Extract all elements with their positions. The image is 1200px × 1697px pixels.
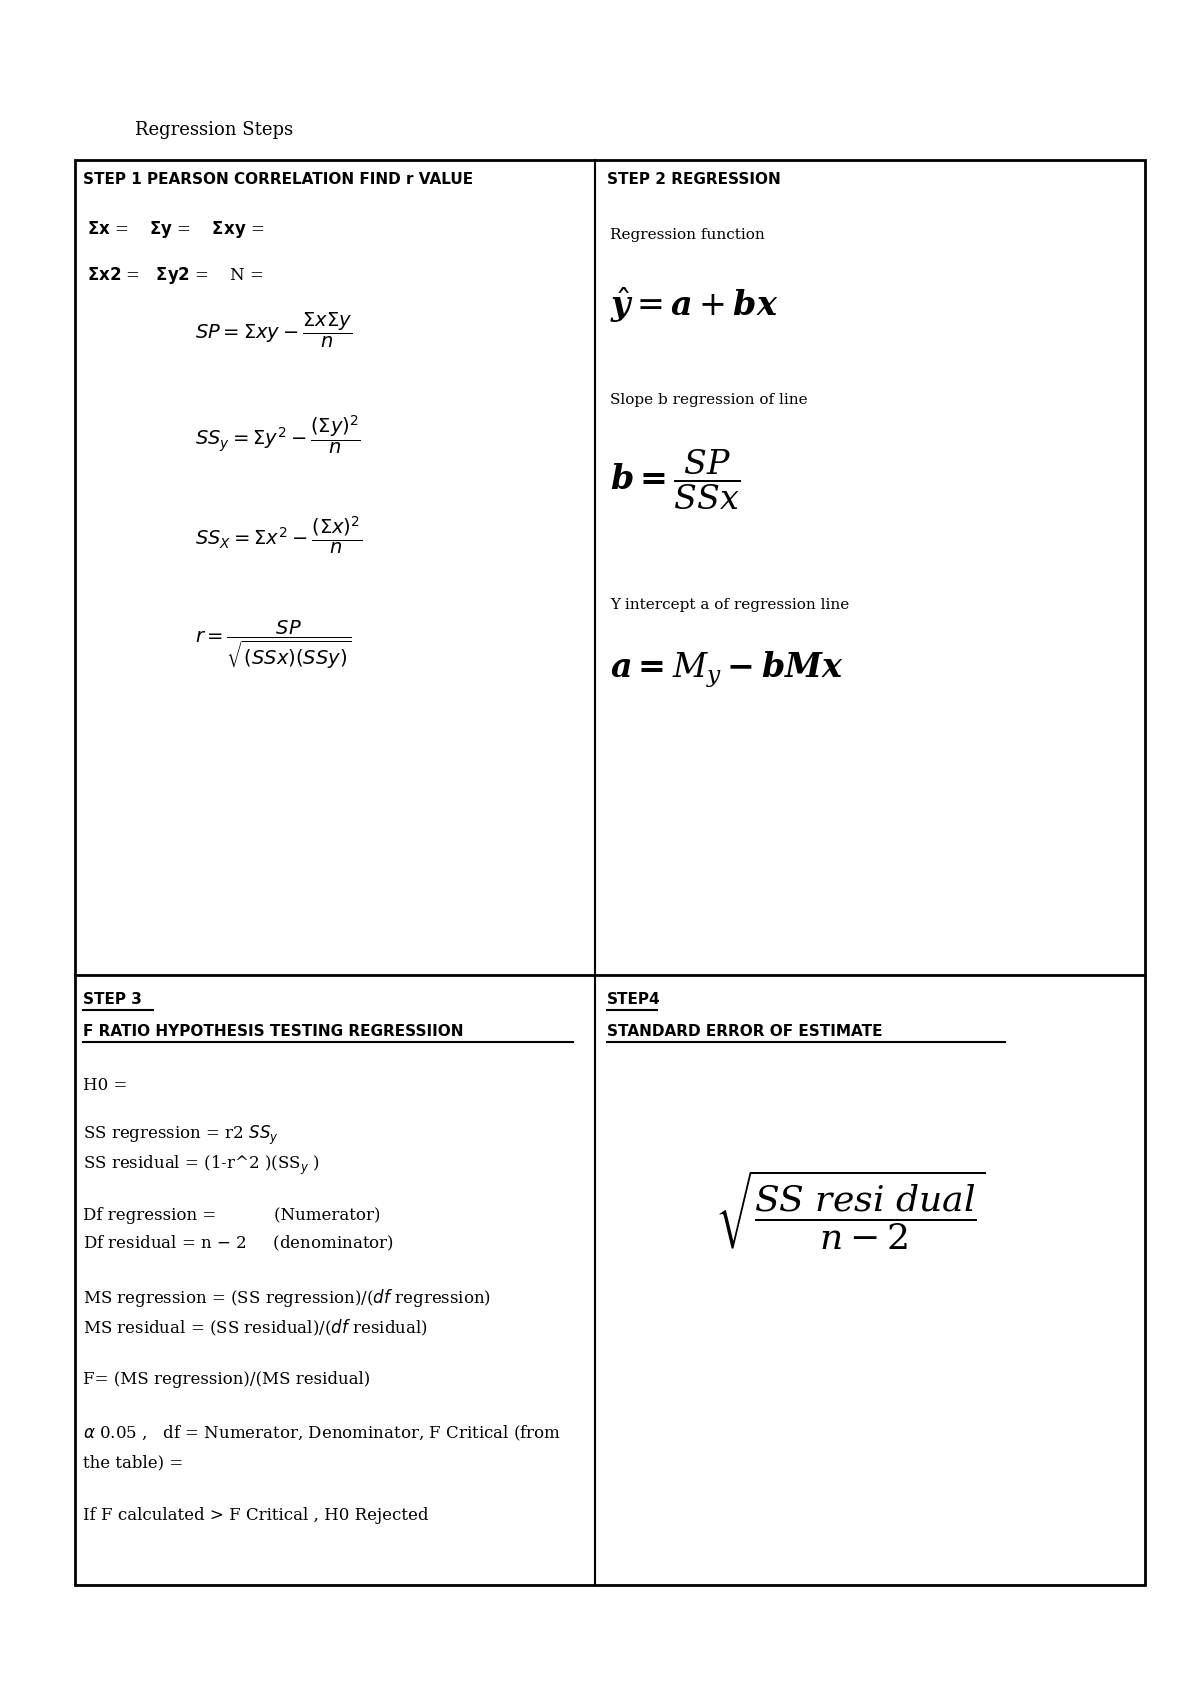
Text: Df regression =           (Numerator): Df regression = (Numerator) [83, 1207, 380, 1224]
Text: F= (MS regression)/(MS residual): F= (MS regression)/(MS residual) [83, 1371, 371, 1388]
Text: F RATIO HYPOTHESIS TESTING REGRESSIION: F RATIO HYPOTHESIS TESTING REGRESSIION [83, 1025, 463, 1040]
Text: STEP 1 PEARSON CORRELATION FIND r VALUE: STEP 1 PEARSON CORRELATION FIND r VALUE [83, 173, 473, 187]
Text: STEP 3: STEP 3 [83, 993, 142, 1008]
Text: Regression function: Regression function [610, 227, 764, 243]
Text: MS regression = (SS regression)/($df$ regression): MS regression = (SS regression)/($df$ re… [83, 1286, 491, 1308]
Text: STANDARD ERROR OF ESTIMATE: STANDARD ERROR OF ESTIMATE [607, 1025, 882, 1040]
Text: $\boldsymbol{a = M_y - bMx}$: $\boldsymbol{a = M_y - bMx}$ [610, 650, 844, 691]
Text: $\boldsymbol{b = \dfrac{SP}{SSx}}$: $\boldsymbol{b = \dfrac{SP}{SSx}}$ [610, 448, 740, 512]
Text: Slope b regression of line: Slope b regression of line [610, 394, 808, 407]
Text: $\mathbf{\Sigma x2}$ =   $\mathbf{\Sigma y2}$ =    N =: $\mathbf{\Sigma x2}$ = $\mathbf{\Sigma y… [88, 265, 264, 285]
Text: If F calculated > F Critical , H0 Rejected: If F calculated > F Critical , H0 Reject… [83, 1507, 428, 1524]
Text: H0 =: H0 = [83, 1076, 127, 1093]
Text: SS regression = r2 $SS_y$: SS regression = r2 $SS_y$ [83, 1123, 278, 1147]
Text: the table) =: the table) = [83, 1454, 184, 1471]
Text: $r = \dfrac{SP}{\sqrt{(SSx)(SSy)}}$: $r = \dfrac{SP}{\sqrt{(SSx)(SSy)}}$ [194, 619, 352, 672]
Text: SS residual = (1-r^2 )(SS$_y$ ): SS residual = (1-r^2 )(SS$_y$ ) [83, 1154, 320, 1176]
Bar [74, 160, 1145, 1585]
Text: MS residual = (SS residual)/($df$ residual): MS residual = (SS residual)/($df$ residu… [83, 1319, 427, 1339]
Text: Regression Steps: Regression Steps [134, 120, 293, 139]
Text: $SP = \Sigma xy - \dfrac{\Sigma x \Sigma y}{n}$: $SP = \Sigma xy - \dfrac{\Sigma x \Sigma… [194, 311, 353, 350]
Text: $SS_X = \Sigma x^2 - \dfrac{(\Sigma x)^2}{n}$: $SS_X = \Sigma x^2 - \dfrac{(\Sigma x)^2… [194, 514, 362, 557]
Text: $\alpha$ 0.05 ,   df = Numerator, Denominator, F Critical (from: $\alpha$ 0.05 , df = Numerator, Denomina… [83, 1424, 562, 1442]
Text: Df residual = n $-$ 2     (denominator): Df residual = n $-$ 2 (denominator) [83, 1234, 394, 1252]
Text: $\mathbf{\Sigma x}$ =    $\mathbf{\Sigma y}$ =    $\mathbf{\Sigma xy}$ =: $\mathbf{\Sigma x}$ = $\mathbf{\Sigma y}… [88, 219, 264, 241]
Text: $SS_y = \Sigma y^2 - \dfrac{(\Sigma y)^2}{n}$: $SS_y = \Sigma y^2 - \dfrac{(\Sigma y)^2… [194, 414, 361, 456]
Text: STEP4: STEP4 [607, 993, 661, 1008]
Text: STEP 2 REGRESSION: STEP 2 REGRESSION [607, 173, 781, 187]
Text: $\sqrt{\dfrac{SS\ resi\ dual}{n-2}}$: $\sqrt{\dfrac{SS\ resi\ dual}{n-2}}$ [715, 1168, 985, 1252]
Text: Y intercept a of regression line: Y intercept a of regression line [610, 597, 850, 613]
Text: $\hat{\boldsymbol{y}} = \boldsymbol{a} + \boldsymbol{bx}$: $\hat{\boldsymbol{y}} = \boldsymbol{a} +… [610, 285, 779, 324]
